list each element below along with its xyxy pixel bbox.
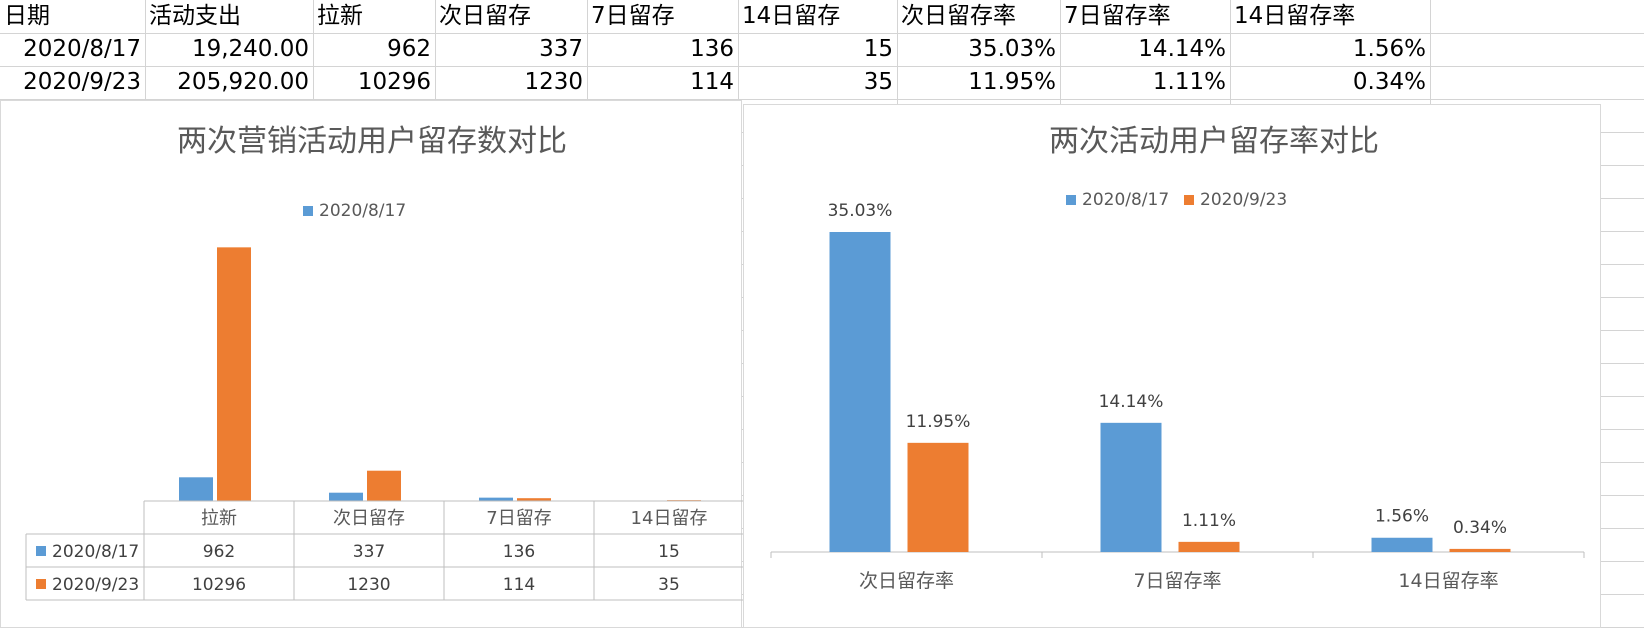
legend-swatch-series2 [1184,195,1194,205]
data-table-value: 35 [658,575,680,595]
legend-swatch-series1 [303,206,313,216]
bar-2-0 [908,443,969,552]
x-tick-label: 7日留存率 [1133,570,1221,592]
chart-title: 两次营销活动用户留存数对比 [177,124,567,159]
chart-counts: 两次营销活动用户留存数对比 2020/8/17 拉新 次日留存 7日留存 14日留存 202… [1,101,743,629]
header-cell[interactable]: 日期 [0,0,145,32]
data-table-value: 337 [353,542,385,562]
x-tick-label: 14日留存 [631,508,708,529]
data-table-value: 114 [503,575,535,595]
table-cell[interactable]: 1.56% [1230,33,1430,65]
chart-rates: 两次活动用户留存率对比 2020/8/17 2020/9/23 35.03% 11.95… [744,105,1602,629]
chart-panel-rates[interactable]: 两次活动用户留存率对比 2020/8/17 2020/9/23 35.03% 11.95… [743,104,1601,628]
bar-2-1 [367,471,401,501]
data-table-value: 1230 [347,575,390,595]
header-cell[interactable]: 7日留存 [587,0,738,32]
x-tick-label: 7日留存 [486,508,551,529]
legend-label-series1: 2020/8/17 [1082,190,1169,210]
header-cell[interactable]: 活动支出 [145,0,313,32]
x-tick-label: 次日留存 [333,508,405,529]
bar-2-2 [1450,549,1511,552]
bar-2-0 [217,247,251,501]
table-cell[interactable]: 11.95% [897,66,1060,98]
table-legend-key-2 [36,579,46,589]
bar-2-1 [1179,542,1240,552]
header-cell[interactable]: 次日留存率 [897,0,1060,32]
data-label: 11.95% [906,412,971,432]
data-table-value: 136 [503,542,535,562]
legend-label-series1: 2020/8/17 [319,201,406,221]
table-cell[interactable]: 14.14% [1060,33,1230,65]
table-cell[interactable]: 35 [738,66,897,98]
table-cell[interactable]: 1.11% [1060,66,1230,98]
data-table-value: 962 [203,542,235,562]
table-series-name: 2020/9/23 [52,575,139,595]
table-cell[interactable]: 2020/8/17 [0,33,145,65]
table-cell[interactable]: 10296 [313,66,435,98]
legend-label-series2: 2020/9/23 [1200,190,1287,210]
chart-panel-counts[interactable]: 两次营销活动用户留存数对比 2020/8/17 拉新 次日留存 7日留存 14日留存 202… [0,100,742,628]
data-label: 14.14% [1099,392,1164,412]
bar-1-1 [329,493,363,501]
data-label: 35.03% [828,201,893,221]
table-cell[interactable]: 205,920.00 [145,66,313,98]
bar-1-0 [179,477,213,501]
table-cell[interactable]: 19,240.00 [145,33,313,65]
data-table-value: 15 [658,542,680,562]
table-series-name: 2020/8/17 [52,542,139,562]
table-cell[interactable]: 136 [587,33,738,65]
chart-title: 两次活动用户留存率对比 [1049,124,1379,159]
table-cell[interactable]: 114 [587,66,738,98]
bar-1-1 [1101,423,1162,552]
bar-1-2 [479,498,513,501]
table-cell[interactable]: 35.03% [897,33,1060,65]
x-tick-label: 拉新 [201,508,237,529]
header-cell[interactable]: 7日留存率 [1060,0,1230,32]
data-label: 1.11% [1182,511,1236,531]
data-label: 1.56% [1375,507,1429,527]
legend-swatch-series1 [1066,195,1076,205]
table-cell[interactable]: 1230 [435,66,587,98]
x-tick-label: 14日留存率 [1398,570,1498,592]
table-cell[interactable]: 15 [738,33,897,65]
bar-1-0 [830,232,891,552]
table-cell[interactable]: 2020/9/23 [0,66,145,98]
data-table-value: 10296 [192,575,246,595]
table-cell[interactable]: 0.34% [1230,66,1430,98]
data-label: 0.34% [1453,518,1507,538]
header-cell[interactable]: 14日留存率 [1230,0,1430,32]
table-cell[interactable]: 962 [313,33,435,65]
x-tick-label: 次日留存率 [859,570,954,592]
header-cell[interactable]: 14日留存 [738,0,897,32]
table-cell[interactable]: 337 [435,33,587,65]
header-cell[interactable]: 次日留存 [435,0,587,32]
bar-1-2 [1372,538,1433,552]
header-cell[interactable]: 拉新 [313,0,435,32]
table-legend-key-1 [36,546,46,556]
